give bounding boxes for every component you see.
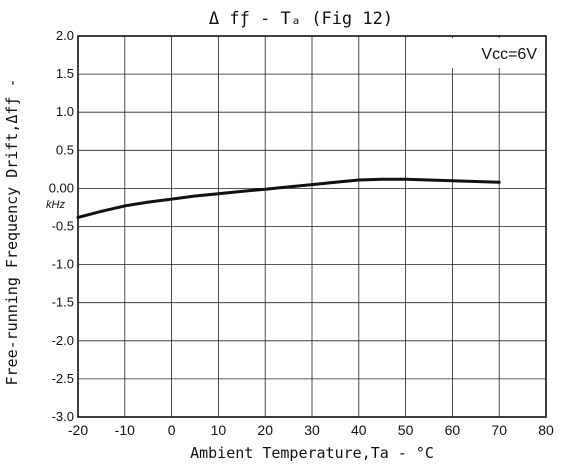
x-tick-label: 20 — [257, 422, 273, 438]
x-tick-label: -10 — [115, 422, 135, 438]
x-tick-label: 80 — [538, 422, 554, 438]
x-tick-label: 0 — [168, 422, 176, 438]
x-axis-title: Ambient Temperature,Ta - °C — [190, 444, 434, 462]
y-tick-label: -2.0 — [52, 333, 74, 348]
x-tick-label: 40 — [351, 422, 367, 438]
x-tick-label: 50 — [398, 422, 414, 438]
tick-labels: -20 -10 0 10 20 30 40 50 60 70 80 2.0 1.5 1.0 0.5 0.00 -… — [49, 28, 554, 438]
x-tick-label: 60 — [445, 422, 461, 438]
series-line-0 — [76, 177, 501, 219]
gridlines — [77, 35, 547, 418]
y-tick-label: -1.5 — [52, 295, 74, 310]
y-tick-label: -1.0 — [52, 257, 74, 272]
chart-title: Δ fƒ - Tₐ (Fig 12) — [209, 9, 393, 29]
y-tick-label: 1.0 — [56, 104, 74, 119]
plot-frame — [77, 35, 547, 418]
x-tick-label: 10 — [211, 422, 227, 438]
y-tick-label: 0.5 — [56, 142, 74, 157]
annotation-box — [440, 38, 544, 68]
y-tick-label: 2.0 — [56, 28, 74, 43]
x-tick-label: -20 — [68, 422, 88, 438]
y-unit-label: kHz — [46, 199, 65, 211]
y-tick-label: -3.0 — [52, 409, 74, 424]
y-tick-label: 1.5 — [56, 66, 74, 81]
y-axis-title: Free-running Frequency Drift,Δfƒ - — [3, 78, 21, 385]
x-tick-label: 30 — [304, 422, 320, 438]
vcc-annotation: Vcc=6V — [481, 46, 537, 63]
y-tick-label: -2.5 — [52, 371, 74, 386]
x-tick-label: 70 — [491, 422, 507, 438]
y-tick-label: -0.5 — [52, 219, 74, 234]
y-tick-label: 0.00 — [49, 180, 74, 195]
series-layer — [76, 177, 501, 219]
